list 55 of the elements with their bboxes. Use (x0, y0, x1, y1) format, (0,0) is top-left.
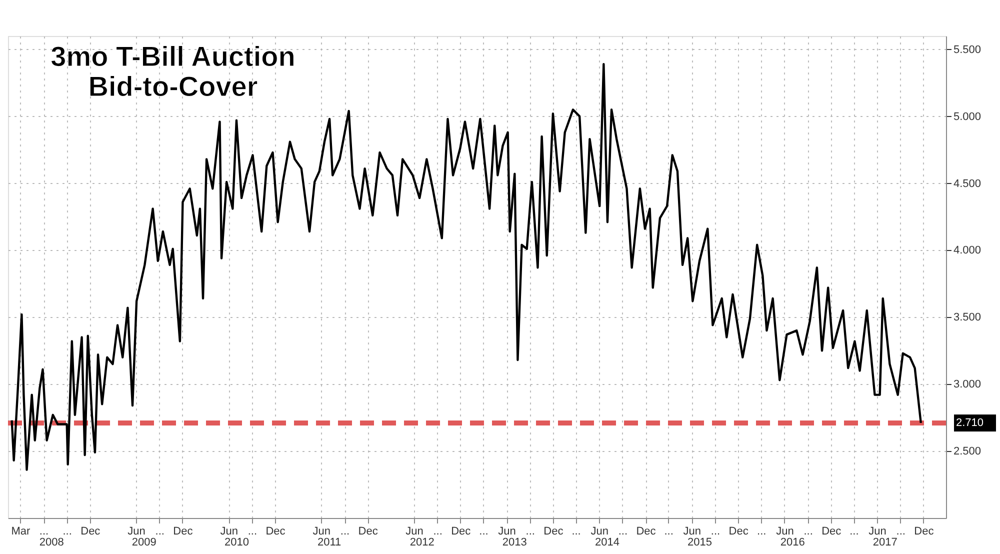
x-tick-label: Dec (266, 526, 286, 538)
x-tick-label: ... (804, 526, 813, 538)
x-tick-label: ... (710, 526, 720, 538)
x2-tick-label: 2016 (780, 536, 805, 548)
y-tick-label: 3.000 (954, 378, 982, 391)
x-tick-label: ... (433, 526, 442, 538)
x-tick-label: Dec (544, 526, 564, 538)
x-tick-label: ... (850, 526, 859, 538)
x-tick-label: ... (62, 526, 72, 538)
x-tick-label: ... (248, 526, 258, 538)
x-tick-label: ... (572, 526, 581, 538)
x-tick-label: Dec (173, 526, 194, 538)
x2-tick-label: 2009 (132, 536, 156, 548)
x-tick-label: Dec (914, 526, 934, 538)
x2-tick-label: 2013 (502, 536, 527, 548)
y-tick-label: 5.000 (954, 110, 982, 123)
x-tick-label: Jun (128, 526, 146, 538)
x-tick-label: ... (526, 526, 535, 538)
x2-tick-label: 2014 (594, 536, 620, 548)
x2-tick-label: 2010 (224, 536, 249, 548)
x-tick-label: Mar (11, 526, 30, 538)
text: 3mo T-Bill Auction Bid-to-Cover (50, 41, 296, 102)
x-tick-label: Dec (451, 526, 472, 538)
x-tick-label: ... (896, 526, 906, 538)
x-tick-label: ... (39, 526, 49, 538)
y-tick-label: 5.500 (954, 44, 982, 56)
x-tick-label: Jun (683, 526, 702, 538)
x-tick-label: Dec (358, 526, 378, 538)
x2-tick-label: 2011 (317, 536, 342, 548)
x-tick-label: Dec (728, 526, 749, 538)
x2-tick-label: 2008 (39, 536, 64, 548)
x-tick-label: Dec (822, 526, 842, 538)
x-tick-label: ... (340, 526, 350, 538)
x-tick-label: ... (664, 526, 674, 538)
x-tick-label: Jun (868, 526, 886, 538)
x-tick-label: Jun (220, 526, 238, 538)
x-tick-label: ... (757, 526, 766, 538)
x2-tick-label: 2015 (688, 536, 712, 548)
x-tick-label: Jun (312, 526, 331, 538)
x-tick-label: ... (479, 526, 488, 538)
x2-tick-label: 2017 (872, 536, 898, 548)
x-tick-label: Jun (590, 526, 608, 538)
x-tick-label: Jun (406, 526, 424, 538)
y-tick-label: 2.500 (954, 446, 982, 458)
y-tick-label: 4.500 (954, 178, 982, 190)
x-tick-label: ... (618, 526, 628, 538)
x-tick-label: ... (155, 526, 164, 538)
x-tick-label: Jun (776, 526, 794, 538)
x-tick-label: Dec (636, 526, 656, 538)
y-tick-label: 3.500 (954, 312, 982, 324)
y-tick-label: 4.000 (954, 244, 982, 257)
x-tick-label: Dec (80, 526, 101, 538)
x-tick-label: Jun (498, 526, 516, 538)
x2-tick-label: 2012 (410, 536, 434, 548)
ref-line-label: 2.710 (956, 416, 984, 429)
